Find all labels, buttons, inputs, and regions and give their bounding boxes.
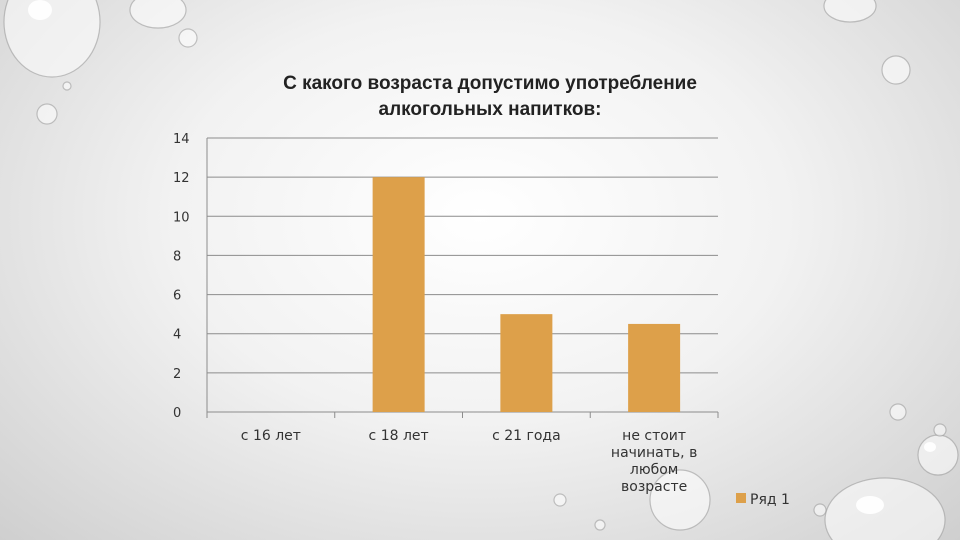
bar bbox=[628, 323, 681, 412]
legend-label: Ряд 1 bbox=[750, 492, 790, 508]
chart-title-line-1: С какого возраста допустимо употребление bbox=[283, 73, 697, 94]
x-axis-ticks: с 16 лет с 18 лет с 21 года не стоит начинат… bbox=[206, 412, 719, 495]
y-tick-label: 12 bbox=[173, 171, 190, 186]
y-tick-label: 0 bbox=[173, 406, 181, 421]
y-tick-label: 8 bbox=[173, 249, 181, 264]
x-tick-label: с 18 лет bbox=[369, 428, 429, 444]
y-tick-label: 4 bbox=[173, 328, 181, 343]
chart-title-line-2: алкогольных напитков: bbox=[378, 99, 602, 120]
y-tick-label: 6 bbox=[173, 289, 181, 304]
water-drops-decoration bbox=[3, 0, 959, 540]
y-tick-label: 2 bbox=[173, 367, 181, 382]
y-tick-label: 14 bbox=[173, 132, 190, 147]
bar bbox=[372, 177, 425, 412]
x-tick-label: с 16 лет bbox=[241, 428, 301, 444]
x-tick-label: с 21 года bbox=[492, 428, 561, 444]
chart-bars bbox=[372, 177, 681, 412]
chart-legend: Ряд 1 bbox=[736, 492, 790, 508]
bar bbox=[500, 314, 553, 412]
y-axis-ticks: 0 2 4 6 8 10 12 14 bbox=[173, 132, 190, 421]
y-tick-label: 10 bbox=[173, 210, 190, 225]
x-tick-label: не стоит начинать, в любом возрасте bbox=[611, 428, 697, 495]
legend-swatch bbox=[736, 493, 746, 503]
